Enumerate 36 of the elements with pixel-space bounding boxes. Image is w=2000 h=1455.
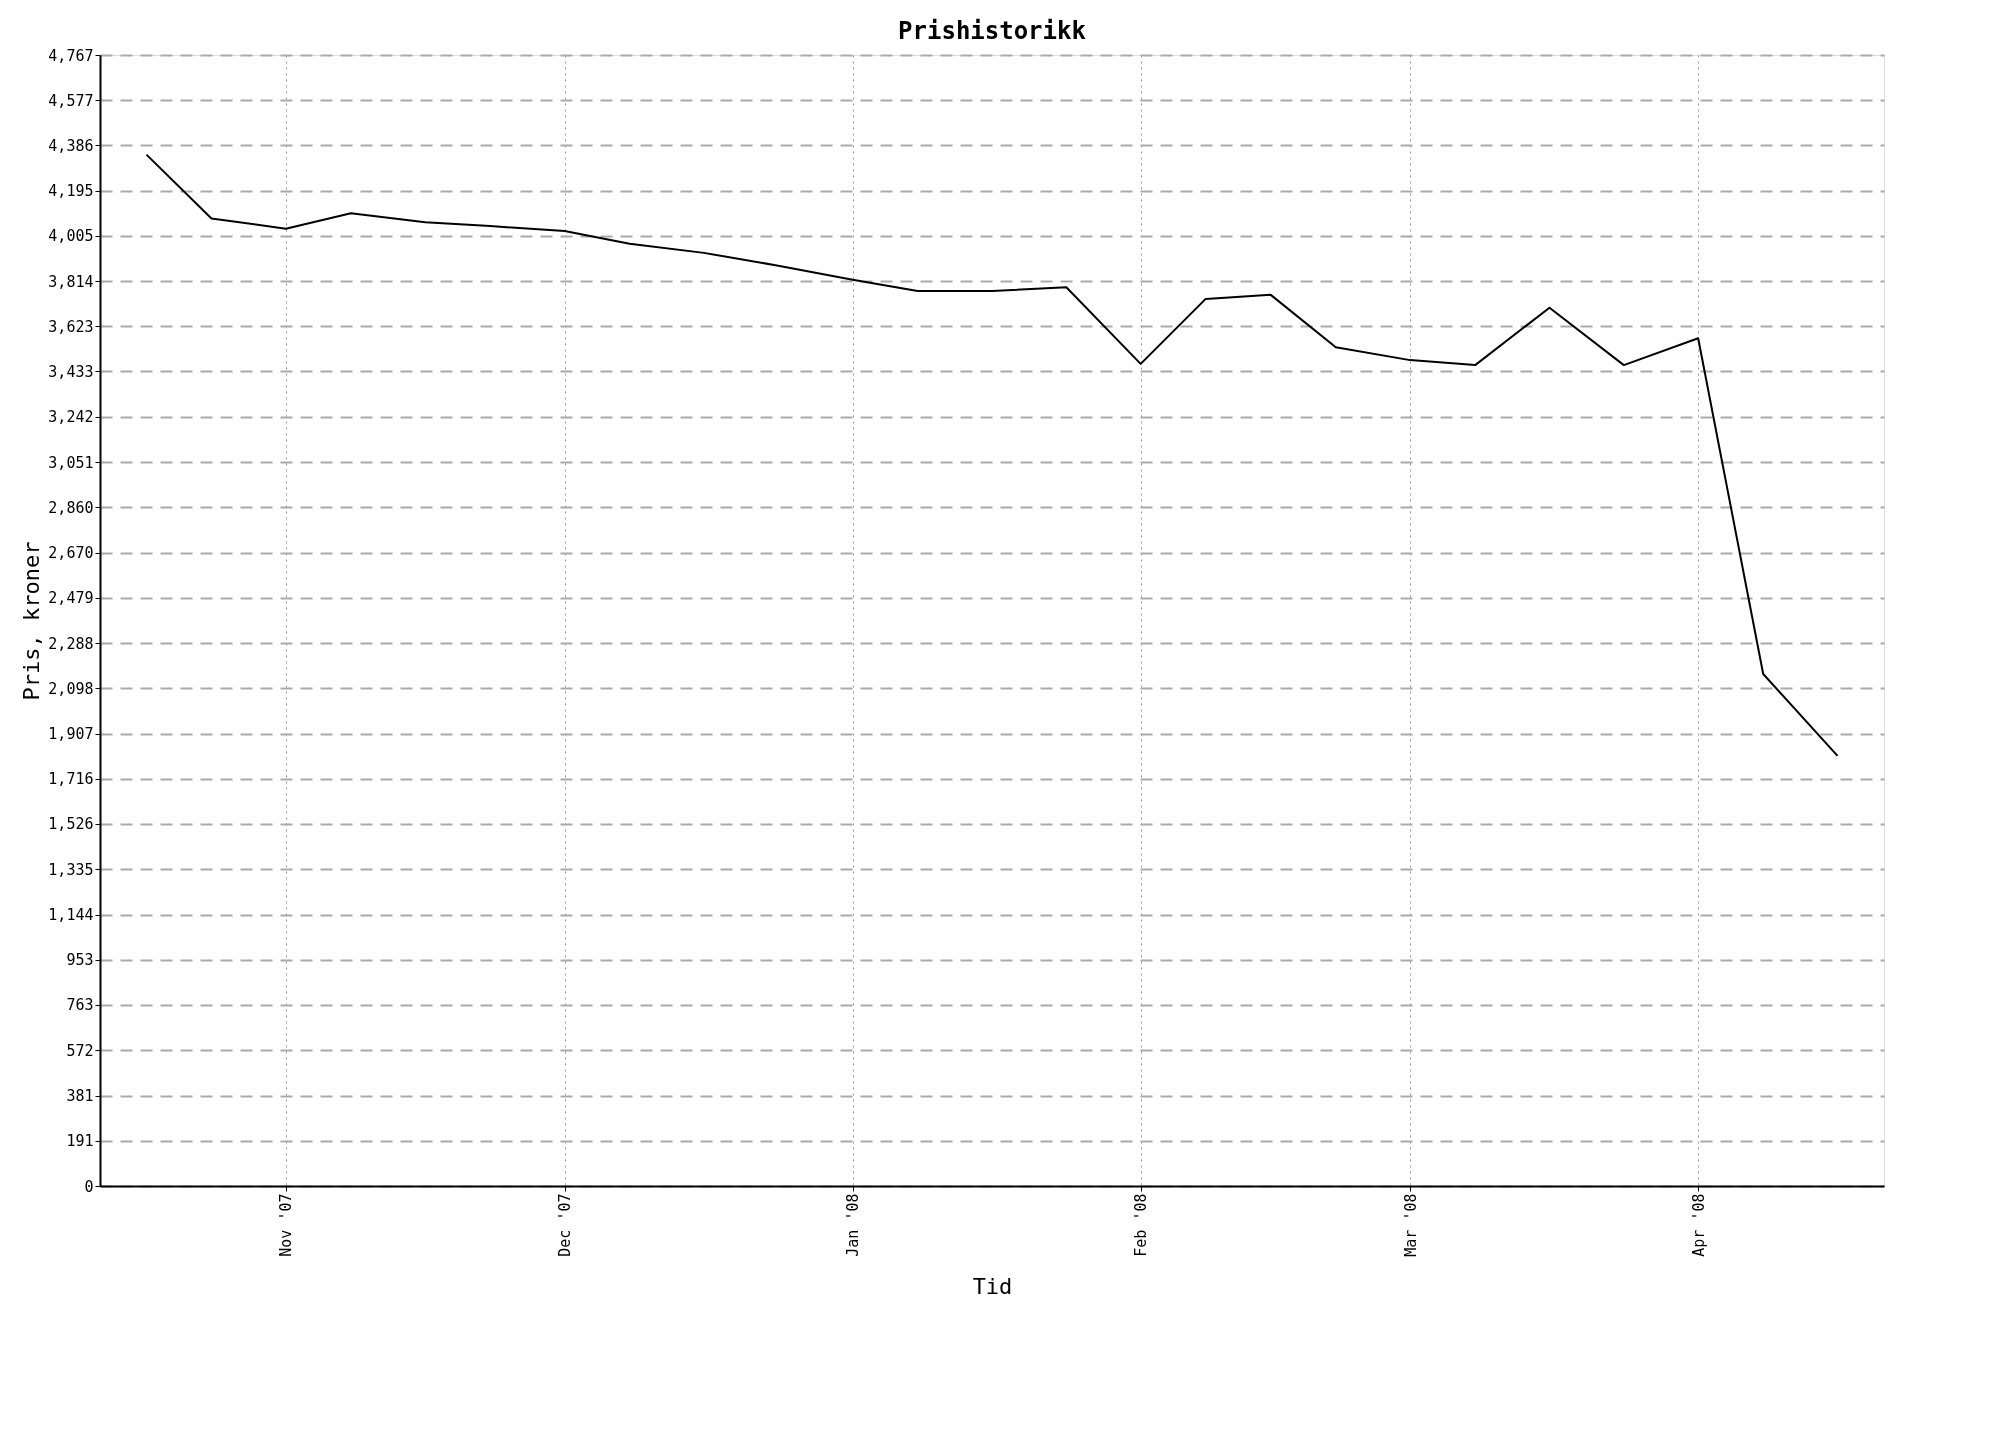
chart-title: Prishistorikk	[898, 17, 1087, 45]
y-tick-label: 4,005	[48, 227, 94, 246]
y-tick-label: 3,051	[48, 453, 94, 472]
y-tick-label: 2,288	[48, 634, 94, 653]
y-tick-label: 1,335	[48, 860, 94, 879]
y-tick-label: 1,716	[48, 770, 94, 789]
y-tick-label: 2,098	[48, 679, 94, 698]
x-tick-label: Dec '07	[556, 1193, 575, 1257]
y-tick-label: 3,623	[48, 317, 94, 336]
x-tick-label: Mar '08	[1401, 1193, 1420, 1257]
y-tick-label: 953	[66, 951, 94, 970]
y-tick-label: 763	[66, 996, 94, 1015]
y-tick-label: 2,670	[48, 544, 94, 563]
y-tick-label: 3,814	[48, 272, 94, 291]
y-tick-label: 1,144	[48, 906, 94, 925]
y-tick-label: 4,386	[48, 136, 94, 155]
y-tick-label: 4,577	[48, 91, 94, 110]
y-tick-label: 2,860	[48, 498, 94, 517]
x-tick-label: Jan '08	[844, 1193, 863, 1257]
y-tick-label: 381	[66, 1087, 94, 1106]
y-tick-label: 3,433	[48, 363, 94, 381]
y-tick-label: 4,767	[48, 46, 94, 65]
y-tick-label: 4,195	[48, 182, 94, 201]
y-tick-label: 1,526	[48, 815, 94, 834]
x-tick-label: Apr '08	[1689, 1193, 1708, 1257]
y-tick-label: 1,907	[48, 725, 94, 744]
x-axis-title: Tid	[972, 1273, 1013, 1299]
y-tick-label: 2,479	[48, 589, 94, 608]
x-tick-label: Feb '08	[1132, 1193, 1151, 1257]
x-tick-label: Nov '07	[277, 1193, 296, 1257]
y-tick-label: 191	[66, 1132, 94, 1151]
y-tick-label: 0	[84, 1177, 94, 1196]
line-series	[145, 153, 1839, 757]
y-tick-label: 3,242	[48, 408, 94, 427]
y-tick-label: 572	[66, 1041, 94, 1060]
y-axis-title: Pris, kroner	[19, 541, 45, 701]
